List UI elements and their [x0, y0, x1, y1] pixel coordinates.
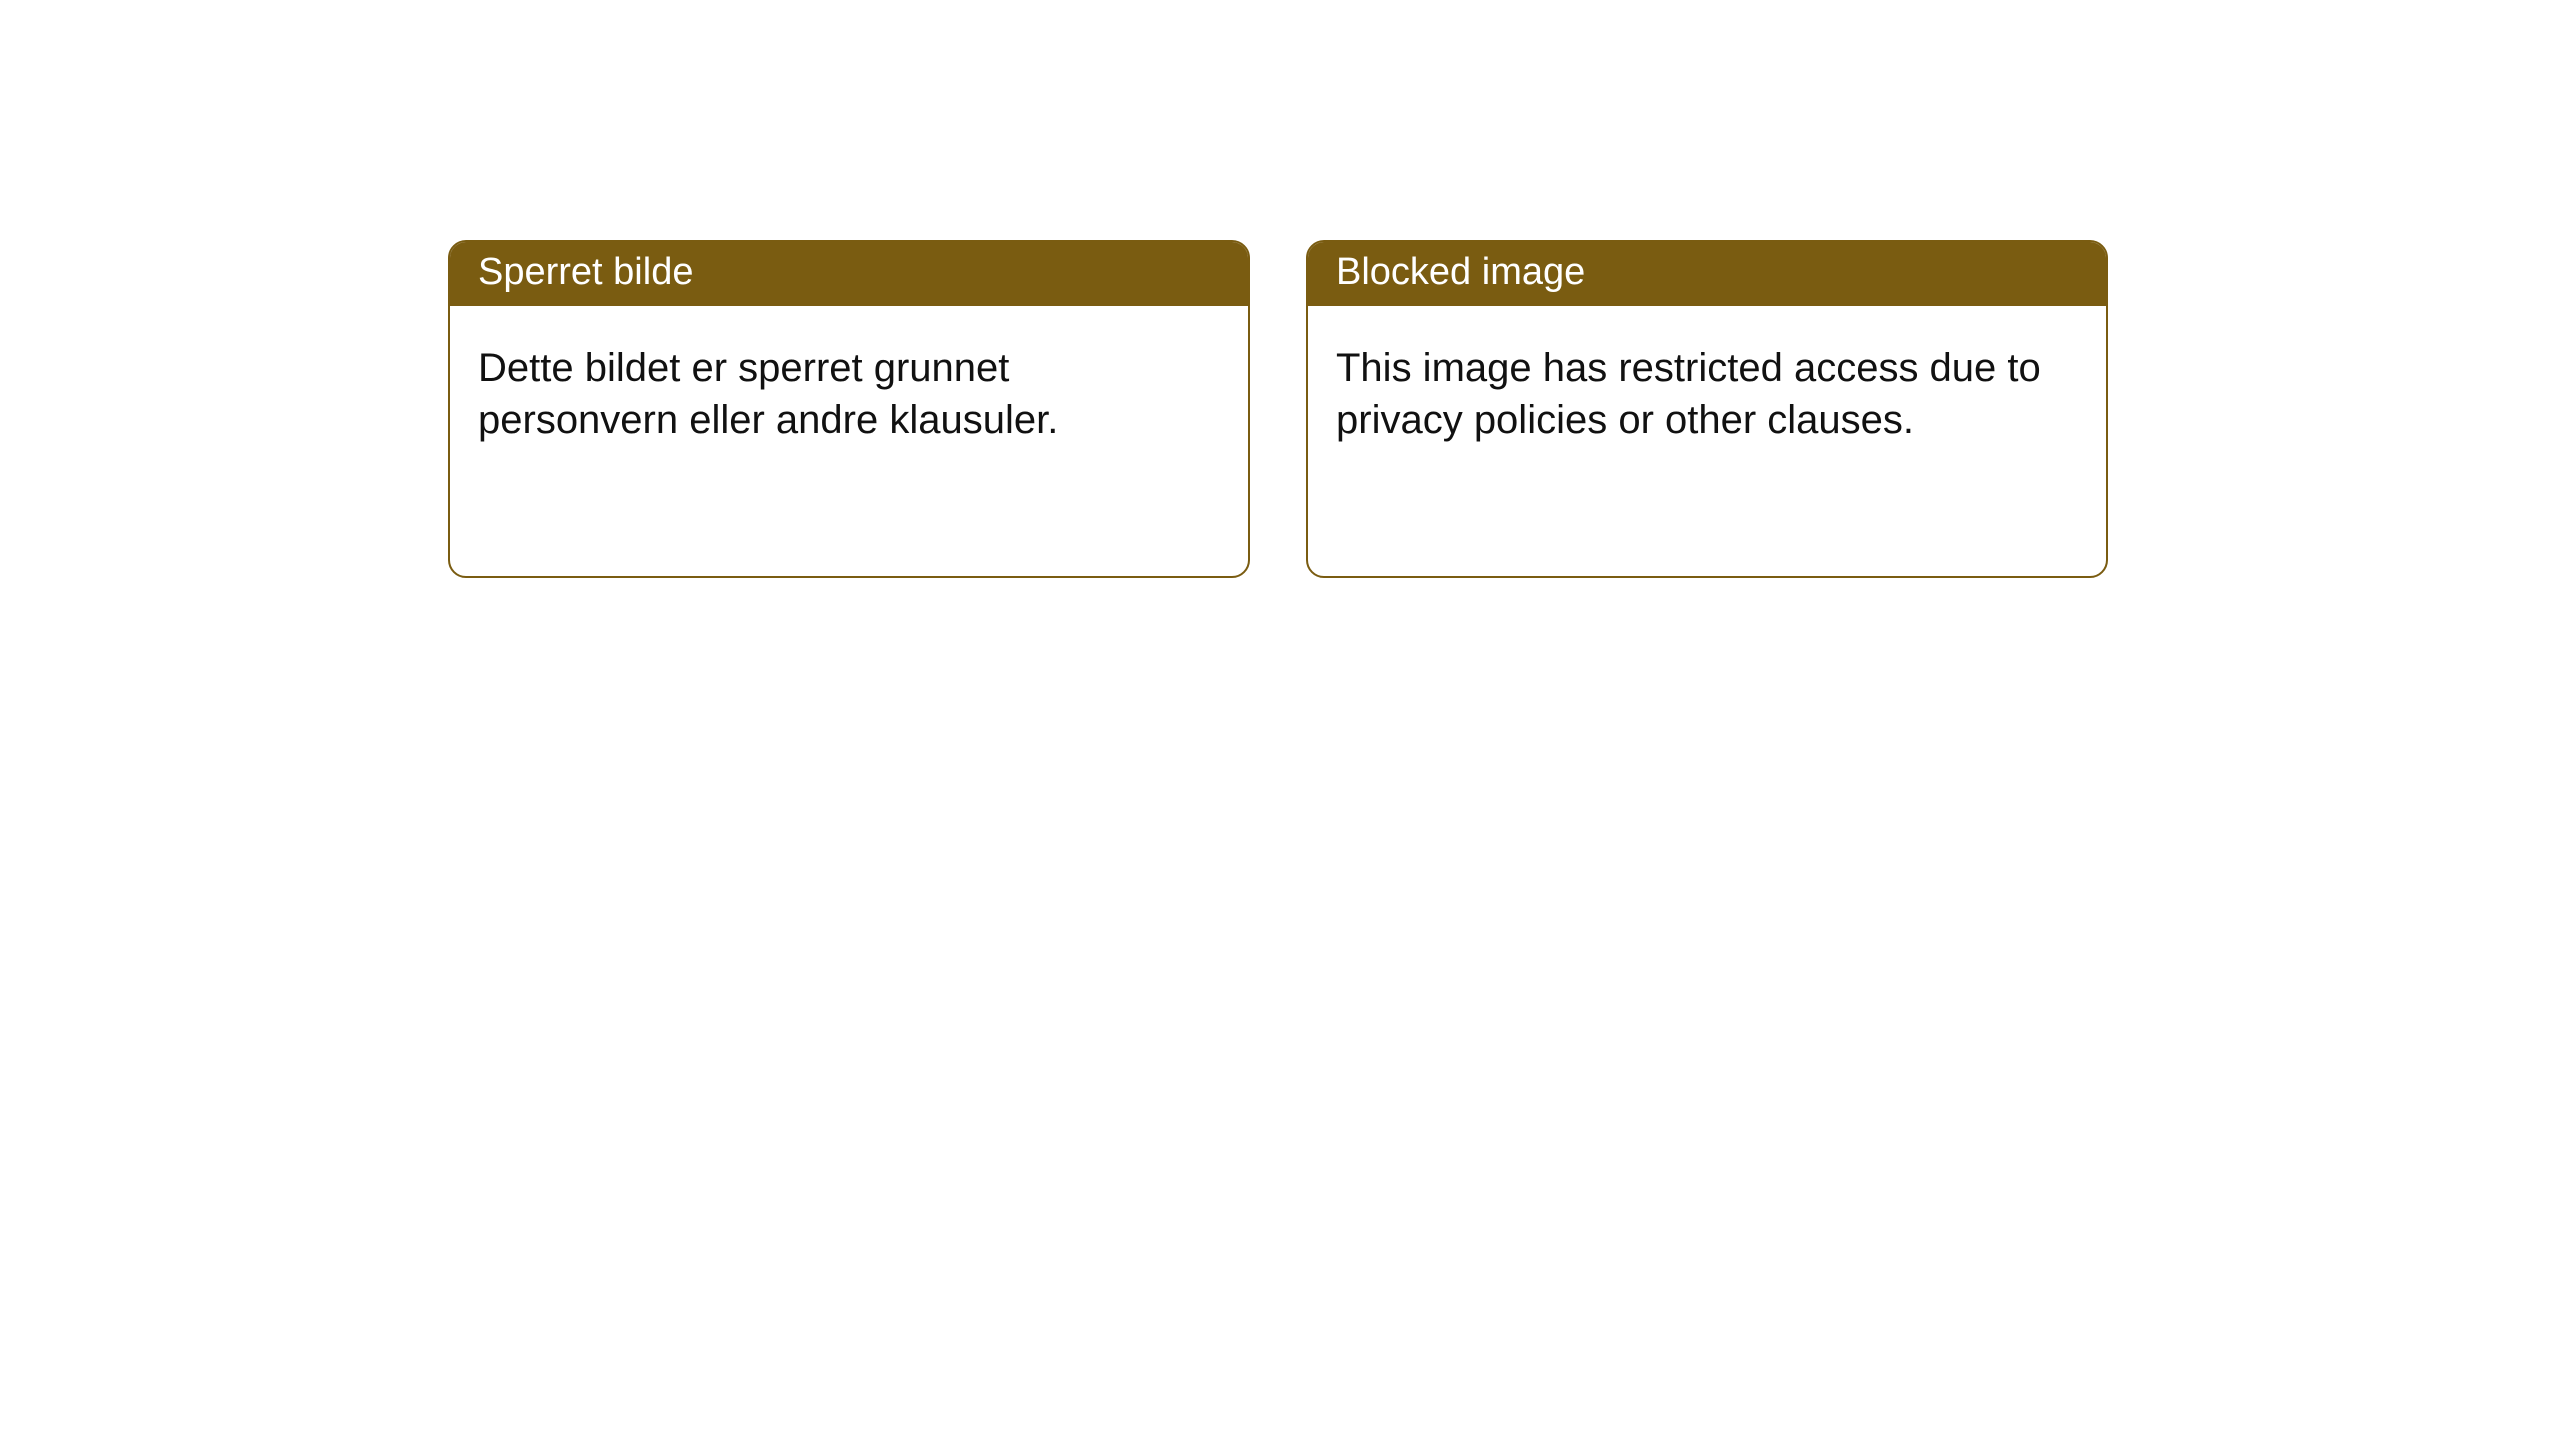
notice-cards-container: Sperret bilde Dette bildet er sperret gr… [448, 240, 2108, 578]
notice-card-message: Dette bildet er sperret grunnet personve… [478, 342, 1220, 446]
notice-card-english: Blocked image This image has restricted … [1306, 240, 2108, 578]
notice-card-message: This image has restricted access due to … [1336, 342, 2078, 446]
notice-card-norwegian: Sperret bilde Dette bildet er sperret gr… [448, 240, 1250, 578]
notice-card-title: Blocked image [1308, 242, 2106, 306]
notice-card-title: Sperret bilde [450, 242, 1248, 306]
notice-card-body: Dette bildet er sperret grunnet personve… [450, 306, 1248, 576]
notice-card-body: This image has restricted access due to … [1308, 306, 2106, 576]
